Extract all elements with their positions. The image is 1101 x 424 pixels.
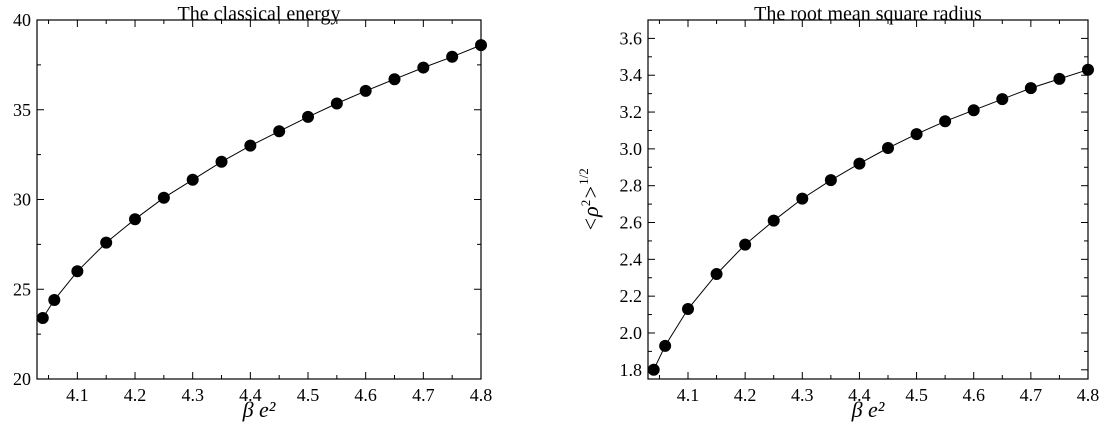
y-tick-label: 3.0 <box>620 139 643 159</box>
data-point <box>48 294 61 307</box>
data-point <box>882 141 894 154</box>
y-tick-label: 35 <box>13 100 31 120</box>
plot-frame <box>36 19 482 380</box>
y-tick-label: 20 <box>13 369 31 389</box>
y-tick-label: 40 <box>13 10 31 30</box>
y-label-open: < <box>578 217 603 232</box>
x-tick-label: 4.2 <box>124 385 147 405</box>
x-axis-label: β e² <box>851 397 885 422</box>
data-point <box>129 213 142 226</box>
data-point <box>273 125 286 138</box>
x-tick-label: 4.5 <box>905 385 928 405</box>
data-point <box>710 268 723 281</box>
y-tick-label: 2.0 <box>620 323 643 343</box>
data-point <box>71 265 84 278</box>
data-point <box>739 238 752 251</box>
y-tick-label: 3.4 <box>620 65 643 85</box>
data-point <box>1082 63 1094 76</box>
y-label-exponent: 1/2 <box>576 168 591 185</box>
data-point <box>1053 72 1066 85</box>
x-tick-label: 4.7 <box>1020 385 1043 405</box>
x-tick-label: 4.4 <box>239 385 262 405</box>
x-tick-label: 4.5 <box>297 385 320 405</box>
y-axis-label: <ρ2>1/2 <box>576 168 603 231</box>
data-point <box>244 139 257 152</box>
data-point <box>475 39 487 52</box>
x-tick-label: 4.8 <box>1077 385 1100 405</box>
x-tick-label: 4.3 <box>791 385 814 405</box>
data-point <box>417 61 430 74</box>
data-point <box>186 173 199 186</box>
y-label-close: > <box>578 185 603 200</box>
x-tick-label: 4.2 <box>734 385 757 405</box>
x-tick-label: 4.8 <box>470 385 493 405</box>
series-line <box>42 44 482 319</box>
x-tick-label: 4.3 <box>181 385 204 405</box>
svg-text:<ρ2>1/2: <ρ2>1/2 <box>576 168 603 231</box>
y-tick-label: 2.6 <box>620 213 643 233</box>
y-tick-label: 2.8 <box>620 176 643 196</box>
x-tick-label: 4.4 <box>848 385 871 405</box>
data-point <box>446 50 459 63</box>
y-tick-label: 3.2 <box>620 102 643 122</box>
x-axis-label: β e² <box>242 397 276 422</box>
data-point <box>215 155 228 168</box>
data-point <box>302 110 315 123</box>
x-tick-label: 4.1 <box>677 385 700 405</box>
chart-title: The root mean square radius <box>754 3 982 25</box>
y-tick-label: 25 <box>13 279 31 299</box>
data-point <box>647 363 660 376</box>
data-point <box>996 93 1009 106</box>
y-label-sup2: 2 <box>578 200 593 207</box>
data-point <box>767 214 780 227</box>
data-point <box>659 339 672 352</box>
data-point <box>910 128 923 141</box>
y-label-rho: ρ <box>578 206 603 218</box>
data-point <box>100 236 113 249</box>
y-tick-label: 1.8 <box>620 360 643 380</box>
data-point <box>359 84 372 97</box>
data-point <box>853 157 866 170</box>
x-tick-label: 4.6 <box>354 385 377 405</box>
y-tick-label: 2.2 <box>620 286 643 306</box>
y-tick-label: 30 <box>13 190 31 210</box>
data-point <box>824 174 837 187</box>
y-tick-label: 2.4 <box>620 249 643 269</box>
data-point <box>967 104 980 117</box>
series-line <box>653 69 1089 371</box>
data-point <box>388 73 401 86</box>
data-point <box>330 97 343 110</box>
data-point <box>796 192 809 205</box>
energy-chart: The classical energy β e² 4.1 4.2 4.3 4.4 4.… <box>13 3 492 422</box>
data-point <box>1024 82 1037 95</box>
data-point <box>939 115 952 128</box>
x-tick-label: 4.6 <box>962 385 985 405</box>
x-tick-label: 4.1 <box>66 385 89 405</box>
chart-title: The classical energy <box>178 3 341 25</box>
y-tick-label: 3.6 <box>620 28 643 48</box>
plot-frame <box>647 19 1089 380</box>
data-point <box>682 303 694 316</box>
data-point <box>157 191 170 204</box>
data-point <box>36 311 49 324</box>
radius-chart: The root mean square radius β e² <ρ2>1/2… <box>576 3 1099 422</box>
x-tick-label: 4.7 <box>412 385 435 405</box>
